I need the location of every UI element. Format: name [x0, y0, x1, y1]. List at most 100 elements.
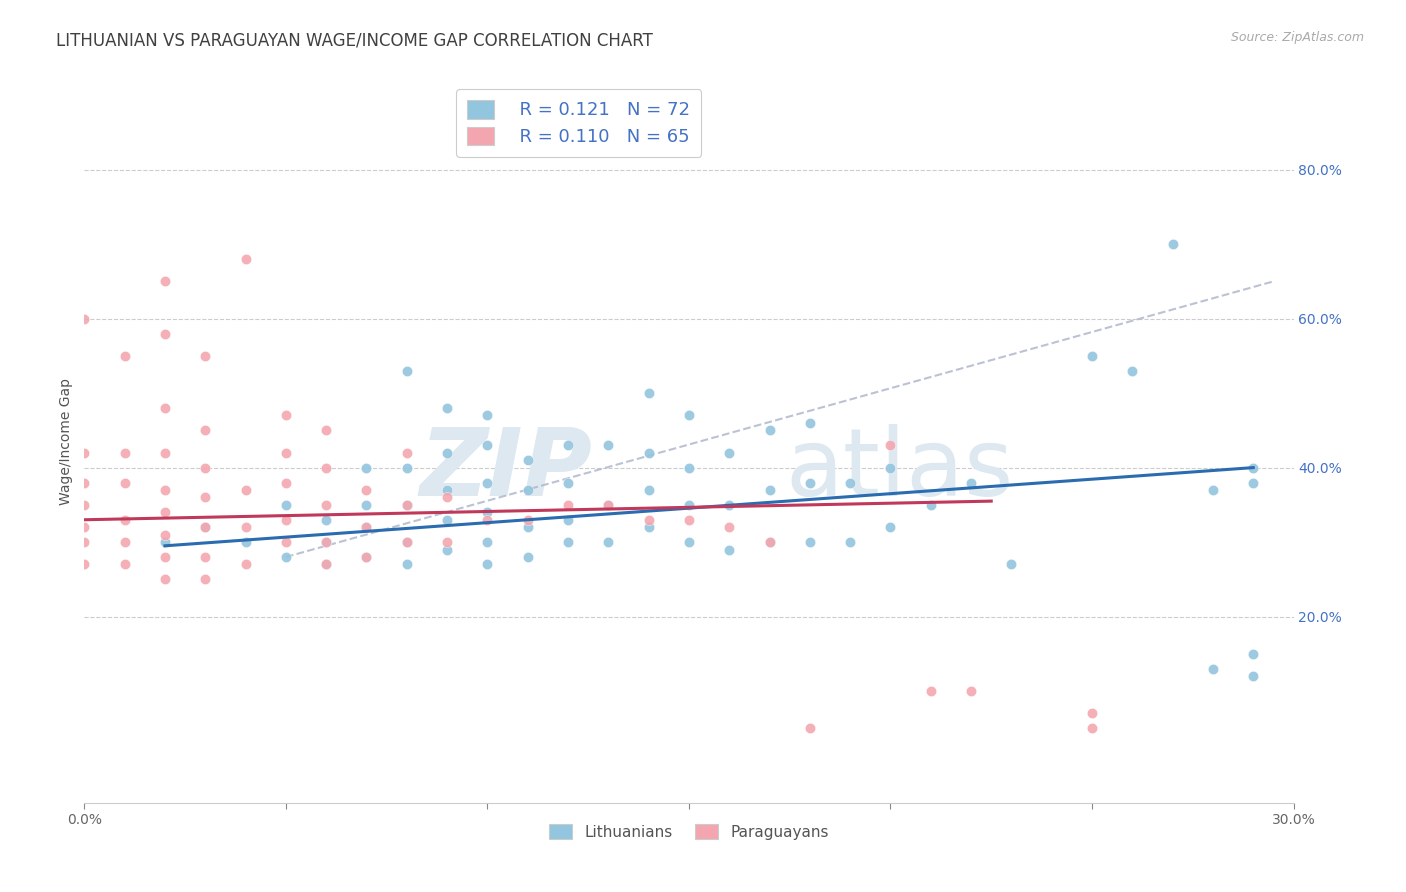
Point: [315, 558, 337, 572]
Point: [637, 513, 659, 527]
Point: [516, 549, 538, 564]
Point: [436, 513, 458, 527]
Legend: Lithuanians, Paraguayans: Lithuanians, Paraguayans: [543, 818, 835, 846]
Point: [718, 446, 741, 460]
Point: [879, 520, 901, 534]
Point: [477, 535, 499, 549]
Point: [436, 483, 458, 497]
Point: [73, 475, 96, 490]
Point: [799, 535, 821, 549]
Point: [153, 446, 176, 460]
Point: [194, 460, 217, 475]
Point: [718, 542, 741, 557]
Point: [436, 535, 458, 549]
Point: [436, 491, 458, 505]
Point: [879, 460, 901, 475]
Point: [274, 498, 297, 512]
Point: [1081, 349, 1104, 363]
Point: [315, 498, 337, 512]
Point: [114, 349, 136, 363]
Point: [274, 513, 297, 527]
Point: [477, 513, 499, 527]
Point: [436, 446, 458, 460]
Point: [114, 535, 136, 549]
Point: [274, 535, 297, 549]
Point: [1161, 237, 1184, 252]
Point: [194, 572, 217, 586]
Point: [436, 542, 458, 557]
Point: [315, 460, 337, 475]
Point: [395, 558, 418, 572]
Point: [1081, 706, 1104, 721]
Point: [274, 446, 297, 460]
Point: [235, 252, 257, 266]
Point: [678, 409, 700, 423]
Point: [356, 520, 378, 534]
Point: [1241, 669, 1264, 683]
Point: [153, 401, 176, 415]
Point: [114, 558, 136, 572]
Point: [678, 513, 700, 527]
Point: [516, 483, 538, 497]
Point: [758, 535, 780, 549]
Point: [315, 535, 337, 549]
Point: [274, 409, 297, 423]
Point: [315, 423, 337, 437]
Point: [73, 520, 96, 534]
Point: [839, 535, 862, 549]
Point: [1241, 475, 1264, 490]
Point: [395, 446, 418, 460]
Point: [637, 483, 659, 497]
Text: LITHUANIAN VS PARAGUAYAN WAGE/INCOME GAP CORRELATION CHART: LITHUANIAN VS PARAGUAYAN WAGE/INCOME GAP…: [56, 31, 654, 49]
Point: [1121, 364, 1143, 378]
Point: [799, 416, 821, 430]
Point: [194, 491, 217, 505]
Text: atlas: atlas: [786, 425, 1014, 516]
Point: [799, 475, 821, 490]
Point: [678, 460, 700, 475]
Point: [73, 558, 96, 572]
Point: [356, 483, 378, 497]
Point: [114, 475, 136, 490]
Point: [73, 311, 96, 326]
Point: [356, 549, 378, 564]
Text: ZIP: ZIP: [419, 425, 592, 516]
Point: [235, 520, 257, 534]
Point: [598, 498, 620, 512]
Point: [315, 535, 337, 549]
Point: [516, 520, 538, 534]
Point: [1081, 721, 1104, 735]
Point: [114, 513, 136, 527]
Point: [194, 549, 217, 564]
Point: [395, 460, 418, 475]
Point: [718, 498, 741, 512]
Point: [194, 349, 217, 363]
Point: [114, 446, 136, 460]
Point: [598, 498, 620, 512]
Point: [678, 498, 700, 512]
Text: Source: ZipAtlas.com: Source: ZipAtlas.com: [1230, 31, 1364, 45]
Point: [1202, 483, 1225, 497]
Point: [1202, 662, 1225, 676]
Point: [598, 438, 620, 452]
Point: [637, 446, 659, 460]
Point: [920, 498, 942, 512]
Point: [879, 438, 901, 452]
Point: [395, 535, 418, 549]
Point: [557, 535, 579, 549]
Point: [153, 572, 176, 586]
Point: [557, 513, 579, 527]
Point: [153, 326, 176, 341]
Point: [477, 558, 499, 572]
Point: [356, 520, 378, 534]
Point: [73, 498, 96, 512]
Point: [799, 721, 821, 735]
Point: [436, 401, 458, 415]
Point: [274, 549, 297, 564]
Point: [758, 423, 780, 437]
Point: [637, 520, 659, 534]
Point: [758, 483, 780, 497]
Point: [758, 535, 780, 549]
Point: [356, 549, 378, 564]
Point: [960, 475, 983, 490]
